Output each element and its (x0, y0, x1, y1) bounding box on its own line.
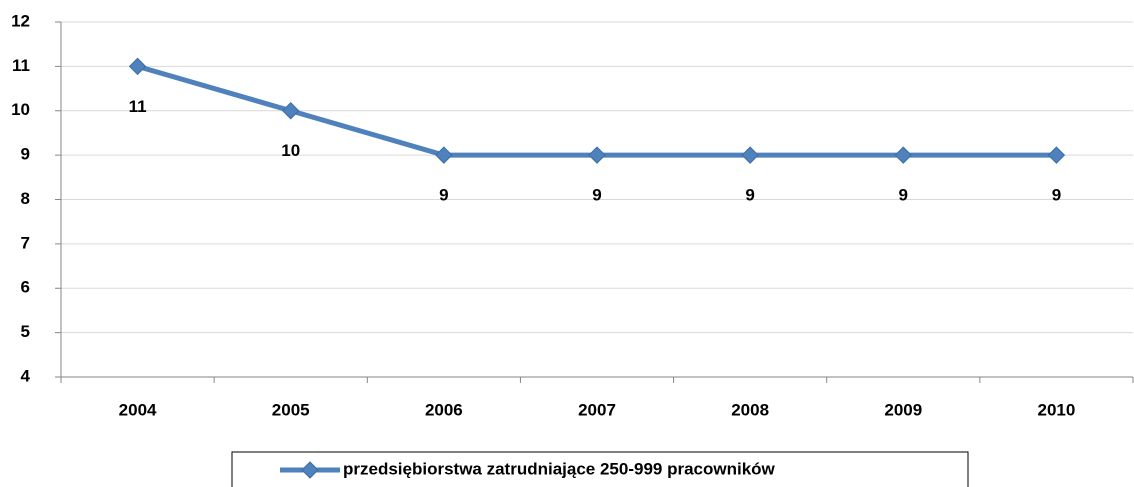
x-tick-label: 2005 (272, 400, 310, 419)
marker (128, 57, 147, 76)
data-label: 10 (281, 141, 300, 160)
marker (894, 146, 912, 164)
y-tick-label: 10 (11, 100, 30, 119)
y-tick-label: 4 (21, 366, 31, 385)
x-tick-label: 2004 (119, 400, 157, 419)
x-tick-label: 2006 (425, 400, 463, 419)
marker (588, 146, 606, 164)
marker (1047, 146, 1066, 164)
data-label: 9 (439, 186, 448, 205)
marker (741, 146, 759, 164)
x-tick-label: 2010 (1038, 400, 1076, 419)
y-tick-label: 12 (11, 11, 30, 30)
y-tick-label: 5 (21, 322, 30, 341)
y-tick-label: 9 (21, 145, 30, 164)
y-tick-label: 11 (12, 56, 30, 75)
data-label: 9 (592, 186, 601, 205)
x-tick-label: 2009 (884, 400, 922, 419)
legend-marker (301, 461, 319, 479)
data-label: 11 (129, 97, 147, 116)
data-label: 9 (1052, 186, 1061, 205)
legend-box (231, 451, 969, 487)
x-tick-label: 2008 (731, 400, 769, 419)
x-tick-label: 2007 (578, 400, 616, 419)
marker (435, 146, 453, 164)
y-tick-label: 8 (21, 189, 30, 208)
data-label: 9 (899, 186, 908, 205)
marker (282, 102, 300, 120)
legend-label: przedsiębiorstwa zatrudniające 250-999 p… (343, 459, 776, 478)
y-tick-label: 7 (21, 233, 30, 252)
data-label: 9 (745, 186, 754, 205)
y-tick-label: 6 (21, 278, 30, 297)
